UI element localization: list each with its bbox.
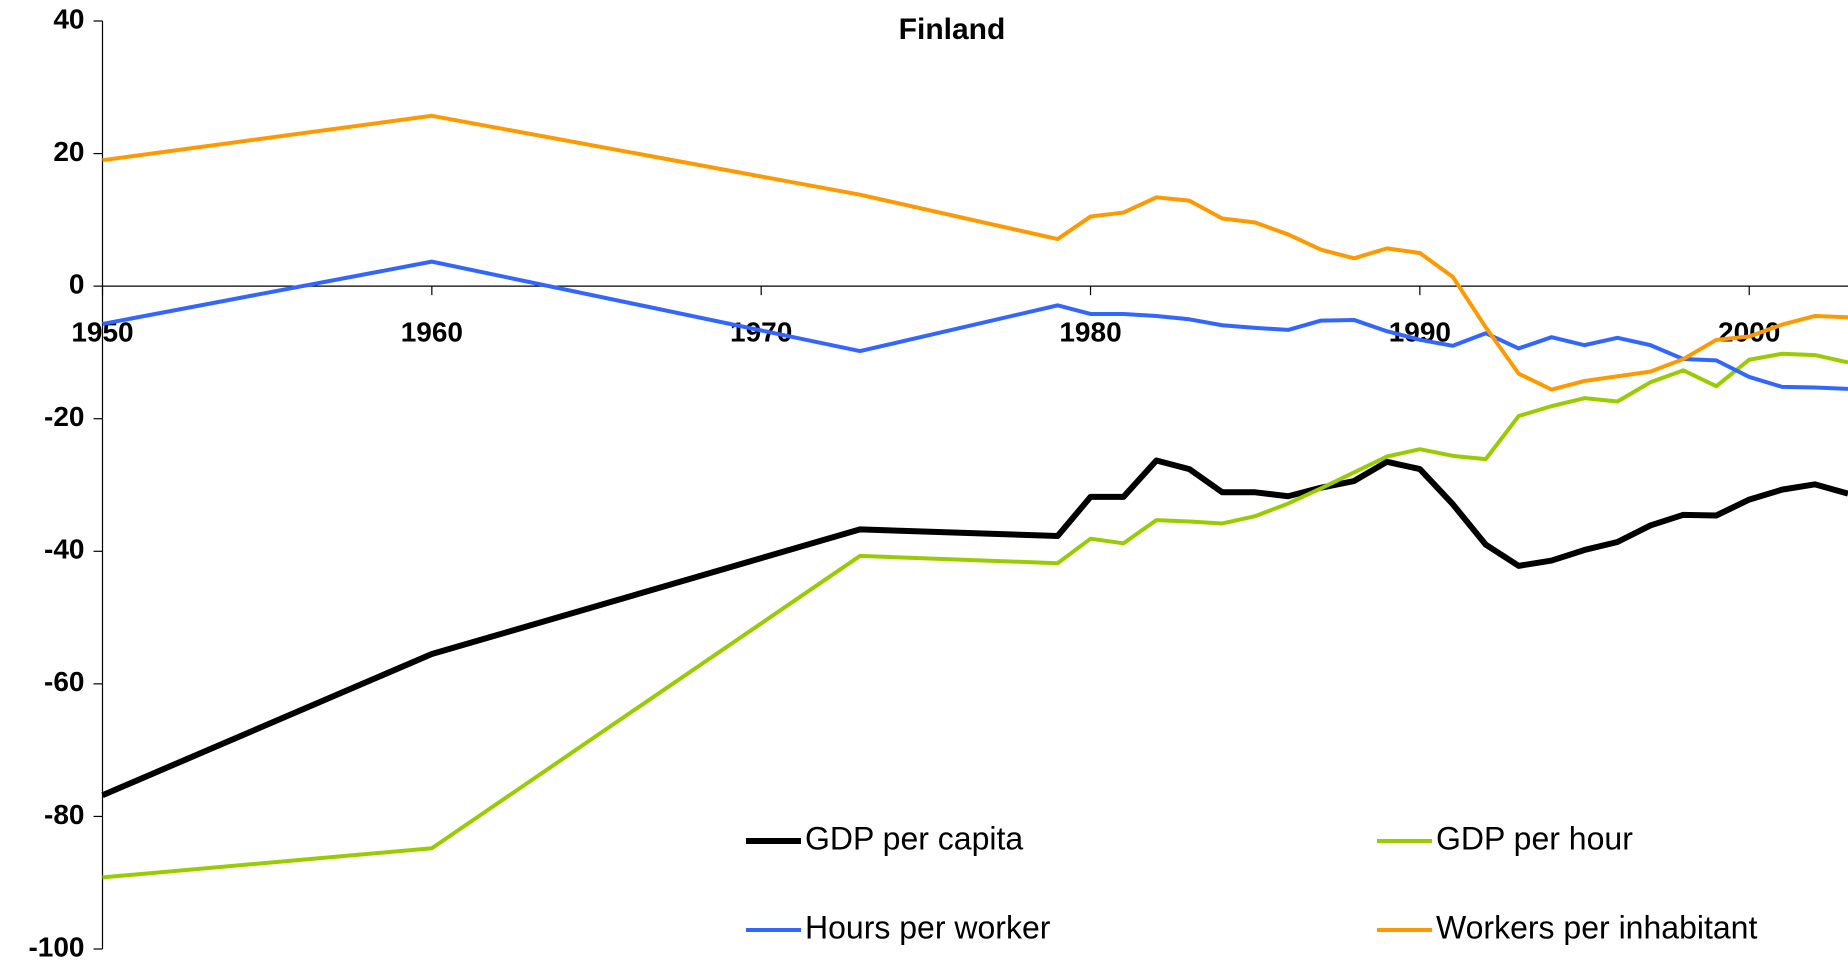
- chart-title: Finland: [899, 13, 1006, 46]
- legend-label: Hours per worker: [805, 909, 1051, 945]
- y-tick-label: -20: [44, 401, 84, 432]
- y-tick-label: 20: [53, 136, 84, 167]
- y-tick-label: 40: [53, 3, 84, 34]
- x-tick-label: 1980: [1059, 317, 1121, 348]
- y-tick-label: -60: [44, 666, 84, 697]
- y-tick-label: -100: [28, 931, 84, 962]
- y-tick-label: 0: [69, 269, 85, 300]
- x-tick-label: 2000: [1718, 317, 1780, 348]
- y-tick-label: -80: [44, 799, 84, 830]
- series-line: [101, 457, 1848, 798]
- legend-label: Workers per inhabitant: [1436, 909, 1757, 945]
- series-line: [102, 113, 1848, 392]
- legend-label: GDP per hour: [1436, 820, 1633, 856]
- x-tick-label: 1960: [401, 317, 463, 348]
- series-line: [102, 351, 1848, 880]
- y-tick-label: -40: [44, 534, 84, 565]
- series-line: [102, 259, 1848, 391]
- legend-label: GDP per capita: [805, 820, 1023, 856]
